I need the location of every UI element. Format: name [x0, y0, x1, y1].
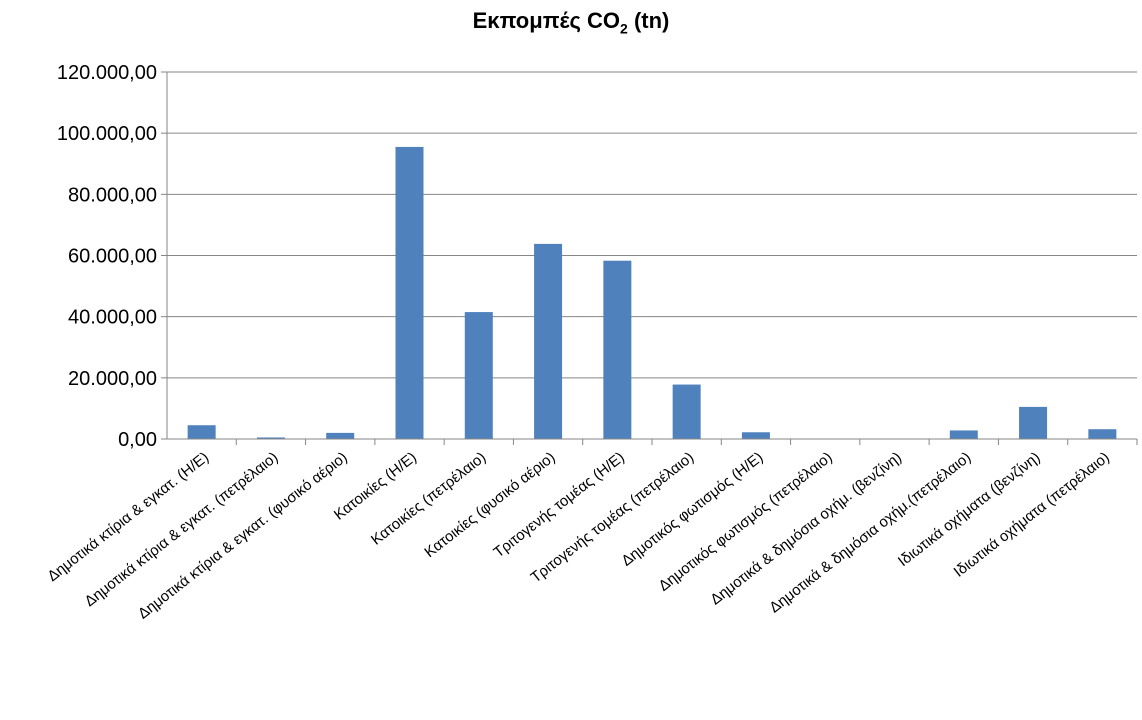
bar	[949, 430, 978, 439]
y-tick-label: 80.000,00	[68, 184, 157, 206]
x-tick-label: Κατοικίες (φυσικό αέριο)	[421, 449, 558, 561]
chart-title: Εκπομπές CO2 (tn)	[0, 8, 1142, 36]
chart-title-main: Εκπομπές CO	[472, 8, 621, 33]
axes	[166, 72, 1137, 440]
y-axis-ticks: 0,00 20.000,00 40.000,00 60.000,00 80.000,00…	[57, 62, 167, 451]
bar	[741, 432, 770, 439]
bar	[395, 146, 424, 439]
y-tick-label: 0,00	[118, 429, 157, 451]
bar	[187, 425, 216, 439]
bar	[534, 243, 563, 439]
x-tick-label: Κατοικίες (πετρέλαιο)	[368, 449, 489, 549]
bar	[1019, 406, 1048, 439]
y-tick-label: 40.000,00	[68, 307, 157, 329]
x-tick-label: Τριτογενής τομέας (Η/Ε)	[491, 449, 628, 561]
bar	[326, 432, 355, 439]
y-tick-label: 20.000,00	[68, 368, 157, 390]
y-tick-label: 100.000,00	[57, 123, 157, 145]
bar	[256, 437, 285, 439]
bar	[464, 312, 493, 439]
gridlines	[167, 71, 1137, 379]
chart-title-suffix: (tn)	[627, 8, 670, 33]
y-tick-label: 60.000,00	[68, 246, 157, 268]
bars	[187, 146, 1117, 439]
bar	[672, 384, 701, 439]
y-tick-label: 120.000,00	[57, 62, 157, 84]
chart-title-subscript: 2	[620, 20, 628, 37]
bar	[1088, 429, 1117, 439]
bar	[603, 260, 632, 439]
x-axis-ticks: Δημοτικά κτίρια & εγκατ. (Η/Ε)Δημοτικά κ…	[44, 439, 1138, 623]
